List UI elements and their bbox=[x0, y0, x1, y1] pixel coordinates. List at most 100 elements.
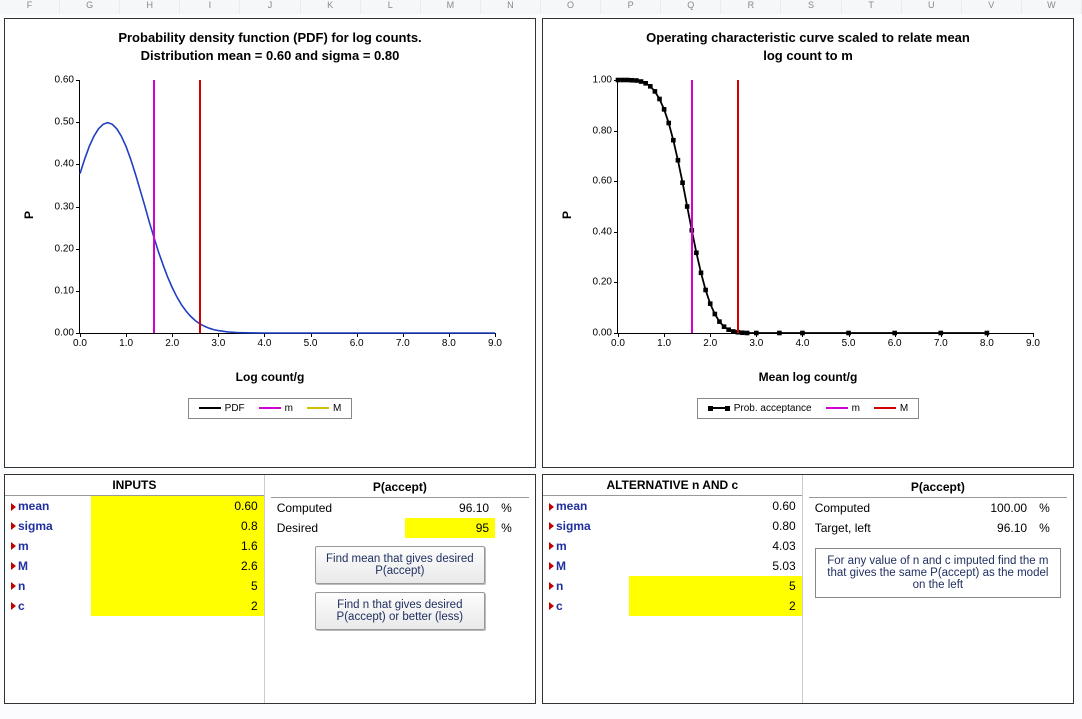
param-value-M: 5.03 bbox=[629, 556, 801, 576]
x-tick-label: 4.0 bbox=[257, 338, 271, 349]
param-value-mean: 0.60 bbox=[629, 496, 801, 516]
oc-x-axis-label: Mean log count/g bbox=[551, 370, 1065, 384]
find-mean-button[interactable]: Find mean that gives desired P(accept) bbox=[315, 546, 485, 584]
x-tick-label: 0.0 bbox=[611, 338, 625, 349]
param-label-mean: mean bbox=[543, 496, 629, 516]
pdf-chart-panel: Probability density function (PDF) for l… bbox=[4, 18, 536, 468]
paccept-value: 100.00 bbox=[943, 498, 1033, 518]
param-value-n[interactable]: 5 bbox=[629, 576, 801, 596]
inputs-header: INPUTS bbox=[5, 475, 264, 496]
oc-y-axis-label: P bbox=[560, 211, 574, 219]
param-value-sigma: 0.80 bbox=[629, 516, 801, 536]
paccept-unit: % bbox=[495, 498, 529, 518]
y-tick-label: 0.80 bbox=[574, 125, 612, 136]
y-tick-label: 0.60 bbox=[36, 75, 74, 86]
param-label-M: M bbox=[543, 556, 629, 576]
param-label-M: M bbox=[5, 556, 91, 576]
legend-item: Prob. acceptance bbox=[708, 403, 812, 414]
m-reference-line bbox=[691, 80, 693, 333]
paccept-value[interactable]: 95 bbox=[405, 518, 495, 538]
param-label-n: n bbox=[5, 576, 91, 596]
param-value-mean[interactable]: 0.60 bbox=[91, 496, 263, 516]
param-value-sigma[interactable]: 0.8 bbox=[91, 516, 263, 536]
alternative-note: For any value of n and c imputed find th… bbox=[815, 548, 1061, 598]
y-tick-label: 0.00 bbox=[36, 328, 74, 339]
y-tick-label: 0.00 bbox=[574, 328, 612, 339]
x-tick-label: 9.0 bbox=[488, 338, 502, 349]
paccept-label: Computed bbox=[809, 498, 944, 518]
pdf-y-axis-label: P bbox=[22, 211, 36, 219]
paccept-value: 96.10 bbox=[943, 518, 1033, 538]
inputs-panel: INPUTS mean0.60sigma0.8m1.6M2.6n5c2 P(ac… bbox=[4, 474, 536, 704]
pdf-plot: P 0.000.100.200.300.400.500.600.01.02.03… bbox=[27, 74, 513, 364]
param-label-n: n bbox=[543, 576, 629, 596]
param-label-sigma: sigma bbox=[5, 516, 91, 536]
param-value-m[interactable]: 1.6 bbox=[91, 536, 263, 556]
param-label-mean: mean bbox=[5, 496, 91, 516]
legend-item: PDF bbox=[199, 403, 245, 414]
param-label-c: c bbox=[543, 596, 629, 616]
y-tick-label: 0.40 bbox=[36, 159, 74, 170]
oc-legend: Prob. acceptance m M bbox=[697, 398, 920, 419]
x-tick-label: 8.0 bbox=[442, 338, 456, 349]
y-tick-label: 0.50 bbox=[36, 117, 74, 128]
oc-chart-title: Operating characteristic curve scaled to… bbox=[555, 29, 1061, 64]
x-tick-label: 2.0 bbox=[165, 338, 179, 349]
y-tick-label: 0.20 bbox=[36, 243, 74, 254]
legend-item: m bbox=[826, 403, 860, 414]
param-label-c: c bbox=[5, 596, 91, 616]
paccept-label: Target, left bbox=[809, 518, 944, 538]
x-tick-label: 6.0 bbox=[350, 338, 364, 349]
paccept-header-left: P(accept) bbox=[271, 477, 529, 498]
y-tick-label: 0.10 bbox=[36, 285, 74, 296]
x-tick-label: 5.0 bbox=[842, 338, 856, 349]
x-tick-label: 1.0 bbox=[119, 338, 133, 349]
x-tick-label: 5.0 bbox=[304, 338, 318, 349]
x-tick-label: 1.0 bbox=[657, 338, 671, 349]
x-tick-label: 3.0 bbox=[211, 338, 225, 349]
legend-item: m bbox=[259, 403, 293, 414]
y-tick-label: 0.40 bbox=[574, 226, 612, 237]
x-tick-label: 4.0 bbox=[795, 338, 809, 349]
x-tick-label: 7.0 bbox=[934, 338, 948, 349]
param-value-m: 4.03 bbox=[629, 536, 801, 556]
param-value-c[interactable]: 2 bbox=[91, 596, 263, 616]
M-reference-line bbox=[199, 80, 201, 333]
legend-item: M bbox=[307, 403, 341, 414]
x-tick-label: 9.0 bbox=[1026, 338, 1040, 349]
param-value-M[interactable]: 2.6 bbox=[91, 556, 263, 576]
alternative-panel: ALTERNATIVE n AND c mean0.60sigma0.80m4.… bbox=[542, 474, 1074, 704]
pdf-legend: PDF m M bbox=[188, 398, 353, 419]
alternative-header: ALTERNATIVE n AND c bbox=[543, 475, 802, 496]
paccept-value: 96.10 bbox=[405, 498, 495, 518]
x-tick-label: 8.0 bbox=[980, 338, 994, 349]
oc-chart-panel: Operating characteristic curve scaled to… bbox=[542, 18, 1074, 468]
paccept-unit: % bbox=[1033, 518, 1067, 538]
param-label-m: m bbox=[5, 536, 91, 556]
paccept-header-right: P(accept) bbox=[809, 477, 1067, 498]
paccept-label: Desired bbox=[271, 518, 406, 538]
M-reference-line bbox=[737, 80, 739, 333]
x-tick-label: 3.0 bbox=[749, 338, 763, 349]
find-n-button[interactable]: Find n that gives desired P(accept) or b… bbox=[315, 592, 485, 630]
x-tick-label: 2.0 bbox=[703, 338, 717, 349]
x-tick-label: 0.0 bbox=[73, 338, 87, 349]
paccept-unit: % bbox=[1033, 498, 1067, 518]
legend-item: M bbox=[874, 403, 908, 414]
x-tick-label: 7.0 bbox=[396, 338, 410, 349]
pdf-chart-title: Probability density function (PDF) for l… bbox=[17, 29, 523, 64]
spreadsheet-column-headers: FGHIJKLMNOPQRSTUVW bbox=[0, 0, 1082, 14]
param-label-sigma: sigma bbox=[543, 516, 629, 536]
param-label-m: m bbox=[543, 536, 629, 556]
paccept-unit: % bbox=[495, 518, 529, 538]
oc-plot: P 0.000.200.400.600.801.000.01.02.03.04.… bbox=[565, 74, 1051, 364]
paccept-label: Computed bbox=[271, 498, 406, 518]
x-tick-label: 6.0 bbox=[888, 338, 902, 349]
pdf-x-axis-label: Log count/g bbox=[13, 370, 527, 384]
y-tick-label: 0.20 bbox=[574, 277, 612, 288]
y-tick-label: 1.00 bbox=[574, 75, 612, 86]
y-tick-label: 0.60 bbox=[574, 176, 612, 187]
param-value-n[interactable]: 5 bbox=[91, 576, 263, 596]
param-value-c[interactable]: 2 bbox=[629, 596, 801, 616]
y-tick-label: 0.30 bbox=[36, 201, 74, 212]
